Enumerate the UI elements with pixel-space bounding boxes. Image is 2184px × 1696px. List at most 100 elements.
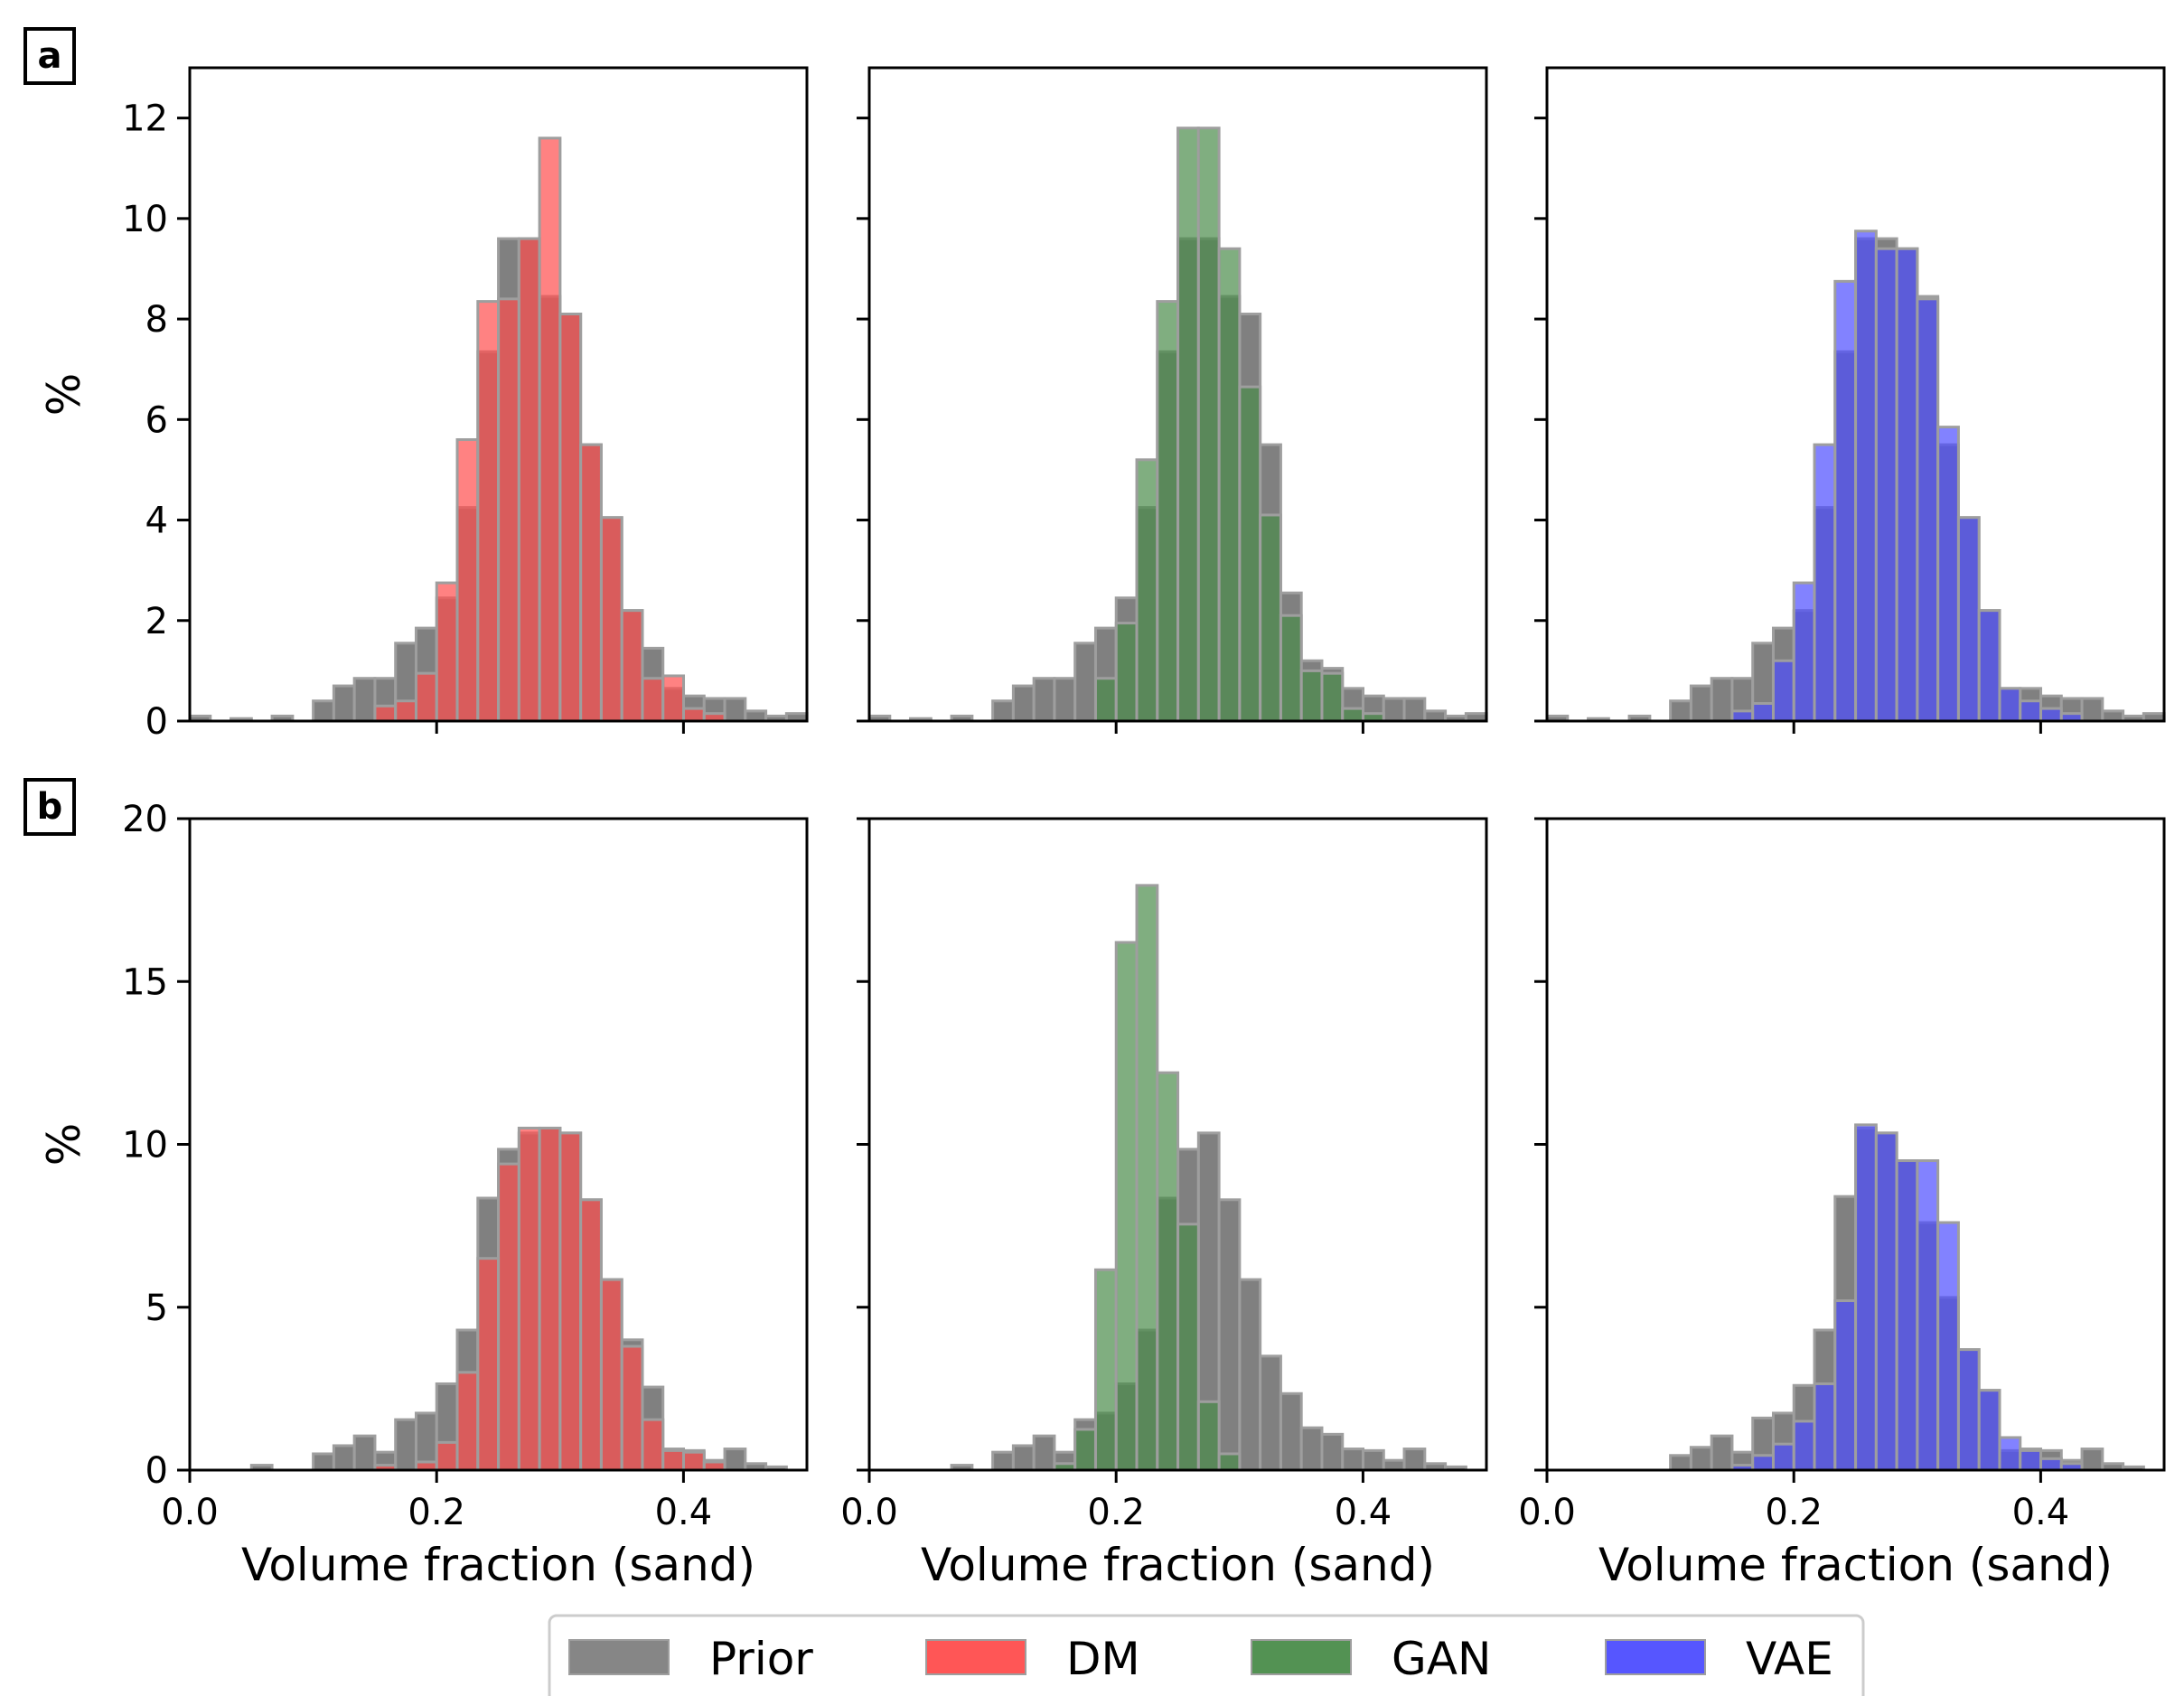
panel-r1c0-xtick-label-2: 0.4 bbox=[655, 1492, 713, 1533]
legend: Prior DM GAN VAE bbox=[548, 1614, 1865, 1696]
panel-r0c2-bar-vae-16 bbox=[1874, 247, 1898, 723]
panel-r1c2-xlabel: Volume fraction (sand) bbox=[1598, 1539, 2113, 1591]
panel-r1c1-bar-prior-23 bbox=[1341, 1448, 1365, 1472]
panel-r1c0-bar-dm-15 bbox=[497, 1162, 520, 1472]
panel-r0c0-bar-dm-24 bbox=[682, 707, 706, 723]
panel-r1c2-bar-prior-7 bbox=[1689, 1446, 1713, 1472]
panel-r1c0-ytick-label-1: 5 bbox=[145, 1288, 168, 1329]
legend-label-prior: Prior bbox=[709, 1633, 813, 1685]
panel-r0c0-bar-dm-15 bbox=[497, 297, 520, 723]
panel-r0c0-bar-dm-20 bbox=[599, 516, 623, 723]
panel-r1c1-bar-gan-11 bbox=[1093, 1268, 1118, 1472]
panel-r1c1-xtick-label-0: 0.0 bbox=[840, 1492, 898, 1533]
panel-r1c0-bar-prior-8 bbox=[352, 1434, 377, 1472]
panel-r1c2-bar-vae-12 bbox=[1792, 1420, 1816, 1472]
panel-r0c2-bar-vae-14 bbox=[1833, 279, 1858, 723]
panel-r1c1-bar-prior-26 bbox=[1402, 1448, 1427, 1472]
panel-r1c2-bar-vae-13 bbox=[1813, 1382, 1837, 1472]
panel-r1c1-bar-gan-15 bbox=[1176, 1223, 1200, 1472]
panel-r0c1-bar-gan-15 bbox=[1176, 126, 1200, 723]
panel-r1c0-bar-dm-12 bbox=[435, 1440, 459, 1472]
panel-r1c1-bar-prior-17 bbox=[1217, 1198, 1242, 1472]
panel-r0c1-bar-prior-26 bbox=[1402, 697, 1427, 723]
panel-r0c0-ytick-label-0: 0 bbox=[145, 701, 168, 743]
panel-r1c1-bar-prior-22 bbox=[1320, 1432, 1345, 1472]
panel-r1c1-bar-prior-8 bbox=[1032, 1434, 1056, 1472]
panel-r1c1-bar-gan-10 bbox=[1073, 1428, 1097, 1472]
panel-r0c1-bar-gan-13 bbox=[1135, 458, 1159, 723]
panel-r0c2-bar-prior-8 bbox=[1710, 677, 1734, 723]
panel-r1c1-bar-prior-18 bbox=[1238, 1278, 1262, 1472]
panel-r1c1-xtick-label-2: 0.4 bbox=[1335, 1492, 1392, 1533]
panel-r1c1: 0.0 0.2 0.4 Volume fraction (sand) bbox=[840, 817, 1488, 1591]
panel-label-a-box bbox=[23, 27, 76, 85]
legend-label-vae: VAE bbox=[1746, 1633, 1833, 1685]
panel-r0c0-bar-dm-11 bbox=[414, 671, 438, 723]
panel-r1c2-bar-vae-19 bbox=[1936, 1221, 1960, 1472]
panel-r0c2-bar-vae-15 bbox=[1854, 230, 1878, 723]
panel-r0c2-bar-vae-17 bbox=[1895, 247, 1919, 723]
panel-r0c2 bbox=[1534, 66, 2166, 734]
panel-r0c1-bar-prior-8 bbox=[1032, 677, 1056, 723]
panel-r0c0-ytick-label-6: 12 bbox=[122, 98, 168, 140]
panel-r1c0-xlabel: Volume fraction (sand) bbox=[241, 1539, 755, 1591]
panel-r0c2-bar-prior-27 bbox=[2101, 709, 2125, 723]
panel-r0c1-bar-gan-19 bbox=[1259, 513, 1282, 723]
legend-label-dm: DM bbox=[1066, 1633, 1140, 1685]
panel-r1c0-xtick-label-0: 0.0 bbox=[161, 1492, 219, 1533]
panel-r1c2-xtick-label-2: 0.4 bbox=[2012, 1492, 2070, 1533]
panel-r0c1-bar-gan-22 bbox=[1320, 671, 1345, 723]
panel-r1c1-bar-prior-21 bbox=[1299, 1426, 1324, 1472]
panel-r0c0-ytick-label-2: 4 bbox=[145, 501, 168, 542]
panel-r0c1-bar-gan-20 bbox=[1279, 614, 1303, 723]
panel-r1c0-ytick-label-4: 20 bbox=[122, 799, 168, 840]
panel-r0c0-bar-dm-17 bbox=[538, 136, 562, 723]
panel-r1c1-bar-gan-13 bbox=[1135, 884, 1159, 1472]
panel-r0c1-bar-gan-14 bbox=[1156, 300, 1180, 723]
panel-r0c1-bar-prior-7 bbox=[1011, 684, 1036, 723]
panel-r0c1-bar-gan-12 bbox=[1114, 622, 1139, 723]
panel-r0c0-bar-dm-10 bbox=[394, 699, 417, 723]
panel-r1c0-bar-dm-23 bbox=[661, 1448, 686, 1472]
panel-r1c2-bar-vae-11 bbox=[1771, 1442, 1795, 1472]
panel-r1c0-bar-dm-19 bbox=[579, 1198, 603, 1472]
panel-r0c1-bar-gan-23 bbox=[1341, 707, 1365, 723]
panel-r1c1-xlabel: Volume fraction (sand) bbox=[921, 1539, 1435, 1591]
panel-r1c2-series-vae bbox=[1730, 1123, 2084, 1472]
panel-r1c2: 0.0 0.2 0.4 Volume fraction (sand) bbox=[1518, 817, 2166, 1591]
panel-r0c0-bar-dm-9 bbox=[373, 704, 398, 723]
panel-r1c1-bar-prior-20 bbox=[1279, 1391, 1303, 1472]
panel-r1c0-bar-prior-10 bbox=[394, 1418, 417, 1472]
panel-r1c0-bar-dm-20 bbox=[599, 1278, 623, 1472]
panel-r1c2-bar-vae-15 bbox=[1854, 1123, 1878, 1472]
panel-r0c1-bar-prior-25 bbox=[1382, 697, 1406, 723]
panel-r0c0-series-dm bbox=[373, 136, 726, 723]
panel-r0c1-frame bbox=[867, 66, 1488, 723]
legend-swatch-prior bbox=[568, 1639, 670, 1675]
panel-label-b-box bbox=[23, 778, 76, 836]
panel-label-a-text: a bbox=[38, 35, 62, 77]
panel-r0c2-bar-vae-18 bbox=[1916, 297, 1940, 723]
panel-r1c0-bar-dm-17 bbox=[538, 1126, 562, 1472]
panel-r1c0-ylabel: % bbox=[38, 1123, 90, 1167]
legend-label-gan: GAN bbox=[1392, 1633, 1491, 1685]
panel-r0c2-frame bbox=[1545, 66, 2166, 723]
panel-r0c2-bar-vae-19 bbox=[1936, 426, 1960, 723]
panel-r0c2-bar-prior-26 bbox=[2080, 697, 2104, 723]
panel-r0c0-ytick-label-3: 6 bbox=[145, 399, 168, 441]
panel-r0c1-bar-gan-21 bbox=[1299, 669, 1324, 723]
panel-r0c0-bar-prior-7 bbox=[332, 684, 356, 723]
panel-r0c2-bar-vae-11 bbox=[1771, 659, 1795, 723]
panel-r0c1-bar-prior-10 bbox=[1073, 642, 1097, 723]
panel-r0c2-bar-vae-22 bbox=[1998, 687, 2022, 723]
panel-r0c0-bar-prior-6 bbox=[312, 699, 335, 723]
panel-r0c2-bar-vae-10 bbox=[1751, 702, 1775, 723]
panel-r0c1-bar-prior-27 bbox=[1423, 709, 1448, 723]
legend-swatch-dm bbox=[925, 1639, 1026, 1675]
panel-r1c0-ytick-label-0: 0 bbox=[145, 1450, 168, 1492]
panel-r1c1-bar-gan-12 bbox=[1114, 941, 1139, 1472]
panel-r0c2-series-vae bbox=[1730, 230, 2084, 723]
panel-r0c2-bar-vae-24 bbox=[2039, 707, 2063, 723]
panel-r0c0-bar-dm-16 bbox=[517, 237, 541, 723]
